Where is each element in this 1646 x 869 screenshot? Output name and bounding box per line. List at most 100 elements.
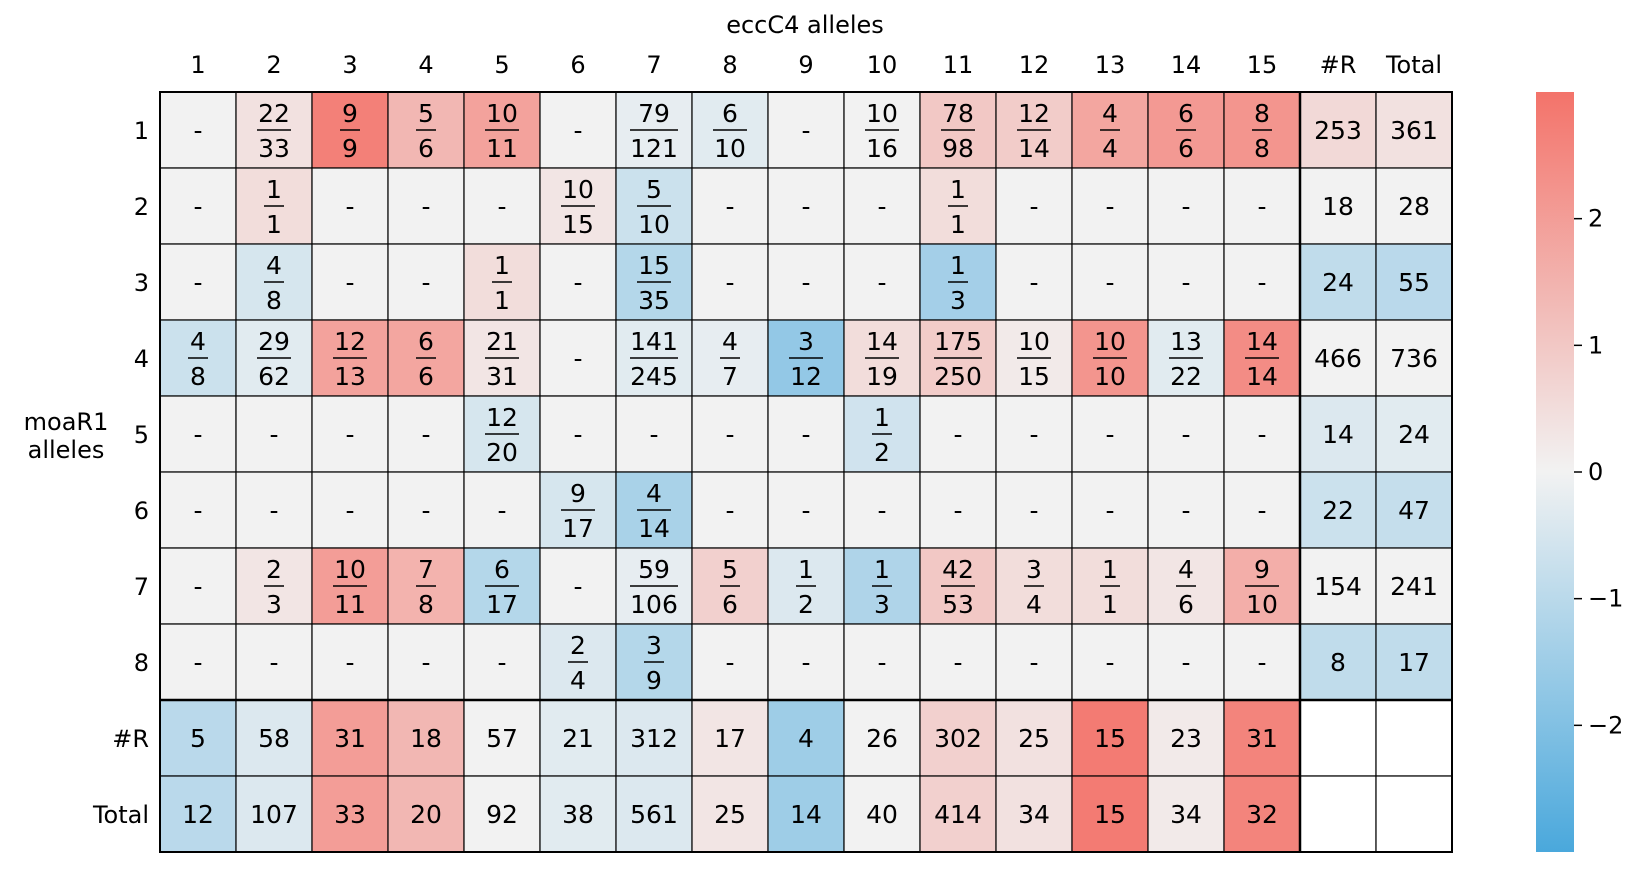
cell-background <box>1223 471 1301 549</box>
cell-denominator: 6 <box>722 590 738 619</box>
cell-denominator: 62 <box>258 362 290 391</box>
heatmap-cell: - <box>539 547 617 625</box>
cell-value: 34 <box>1018 800 1050 829</box>
heatmap-cell: 11 <box>919 167 997 245</box>
heatmap-cell: - <box>767 623 845 701</box>
cell-value: 736 <box>1390 344 1438 373</box>
cell-background <box>387 699 465 777</box>
cell-denominator: 10 <box>1094 362 1126 391</box>
heatmap-cell: 11 <box>235 167 313 245</box>
heatmap-cell: 13 <box>919 243 997 321</box>
cell-denominator: 11 <box>334 590 366 619</box>
cell-numerator: 9 <box>342 99 358 128</box>
cell-background <box>311 167 389 245</box>
cell-background <box>539 699 617 777</box>
cell-background <box>1299 699 1377 777</box>
heatmap-cell: 14 <box>767 775 845 853</box>
cell-background <box>539 91 617 169</box>
cell-background <box>919 699 997 777</box>
cell-background <box>1375 699 1453 777</box>
heatmap-cell: 5 <box>159 699 237 777</box>
cell-denominator: 1 <box>494 286 510 315</box>
cell-value: 302 <box>934 724 982 753</box>
heatmap-cell: - <box>311 471 389 549</box>
cell-numerator: 12 <box>334 327 366 356</box>
cell-value: - <box>801 420 810 449</box>
cell-denominator: 8 <box>266 286 282 315</box>
cell-denominator: 14 <box>1018 134 1050 163</box>
heatmap-cell: - <box>311 623 389 701</box>
cell-denominator: 98 <box>942 134 974 163</box>
column-label: 10 <box>867 51 898 79</box>
cell-value: 47 <box>1398 496 1430 525</box>
cell-background <box>1223 243 1301 321</box>
cell-background <box>1147 623 1225 701</box>
heatmap-cell: - <box>691 623 769 701</box>
heatmap-cell: 56 <box>691 547 769 625</box>
heatmap-cell: - <box>235 471 313 549</box>
cell-value: 34 <box>1170 800 1202 829</box>
cell-denominator: 250 <box>934 362 982 391</box>
heatmap-cell: 12 <box>843 395 921 473</box>
cell-background <box>1147 471 1225 549</box>
cell-denominator: 8 <box>418 590 434 619</box>
heatmap-cell: 14 <box>1299 395 1377 473</box>
heatmap-cell: 302 <box>919 699 997 777</box>
cell-value: 18 <box>410 724 442 753</box>
cell-background <box>1375 623 1453 701</box>
heatmap-cell: 15 <box>1071 775 1149 853</box>
colorbar-gradient <box>1536 92 1574 852</box>
cell-numerator: 1 <box>874 555 890 584</box>
heatmap-cell: 25 <box>995 699 1073 777</box>
cell-numerator: 5 <box>418 99 434 128</box>
cell-background <box>615 699 693 777</box>
heatmap-cell: 154 <box>1299 547 1377 625</box>
cell-background <box>1299 243 1377 321</box>
row-label: 2 <box>134 193 149 221</box>
row-label: 1 <box>134 117 149 145</box>
cell-value: - <box>269 648 278 677</box>
cell-value: 25 <box>714 800 746 829</box>
cell-value: - <box>801 192 810 221</box>
cell-background <box>1299 319 1377 397</box>
row-label: 6 <box>134 497 149 525</box>
cell-value: - <box>725 420 734 449</box>
grid-outline <box>159 91 1453 853</box>
heatmap-cell: - <box>387 243 465 321</box>
heatmap-cell: - <box>843 243 921 321</box>
cell-numerator: 141 <box>630 327 678 356</box>
heatmap-cell: 57 <box>463 699 541 777</box>
cell-value: - <box>193 420 202 449</box>
heatmap-cell: 47 <box>691 319 769 397</box>
cell-value: - <box>1257 648 1266 677</box>
cell-numerator: 4 <box>190 327 206 356</box>
cell-background <box>691 471 769 549</box>
cell-numerator: 78 <box>942 99 974 128</box>
heatmap-cell: - <box>1147 243 1225 321</box>
cell-numerator: 6 <box>418 327 434 356</box>
cell-background <box>159 243 237 321</box>
cell-background <box>311 699 389 777</box>
cell-denominator: 1 <box>950 210 966 239</box>
column-label: 7 <box>646 51 661 79</box>
heatmap-cell: 17 <box>691 699 769 777</box>
cell-background <box>1299 91 1377 169</box>
cell-background <box>767 395 845 473</box>
cell-value: - <box>801 648 810 677</box>
heatmap-cell: - <box>159 395 237 473</box>
cell-denominator: 11 <box>486 134 518 163</box>
cell-value: 24 <box>1398 420 1430 449</box>
heatmap-cell: 58 <box>235 699 313 777</box>
heatmap-cell: - <box>1147 623 1225 701</box>
heatmap-cell: 12 <box>767 547 845 625</box>
cell-numerator: 59 <box>638 555 670 584</box>
cell-denominator: 53 <box>942 590 974 619</box>
column-label: 5 <box>494 51 509 79</box>
cell-value: - <box>725 496 734 525</box>
cell-value: 466 <box>1314 344 1362 373</box>
